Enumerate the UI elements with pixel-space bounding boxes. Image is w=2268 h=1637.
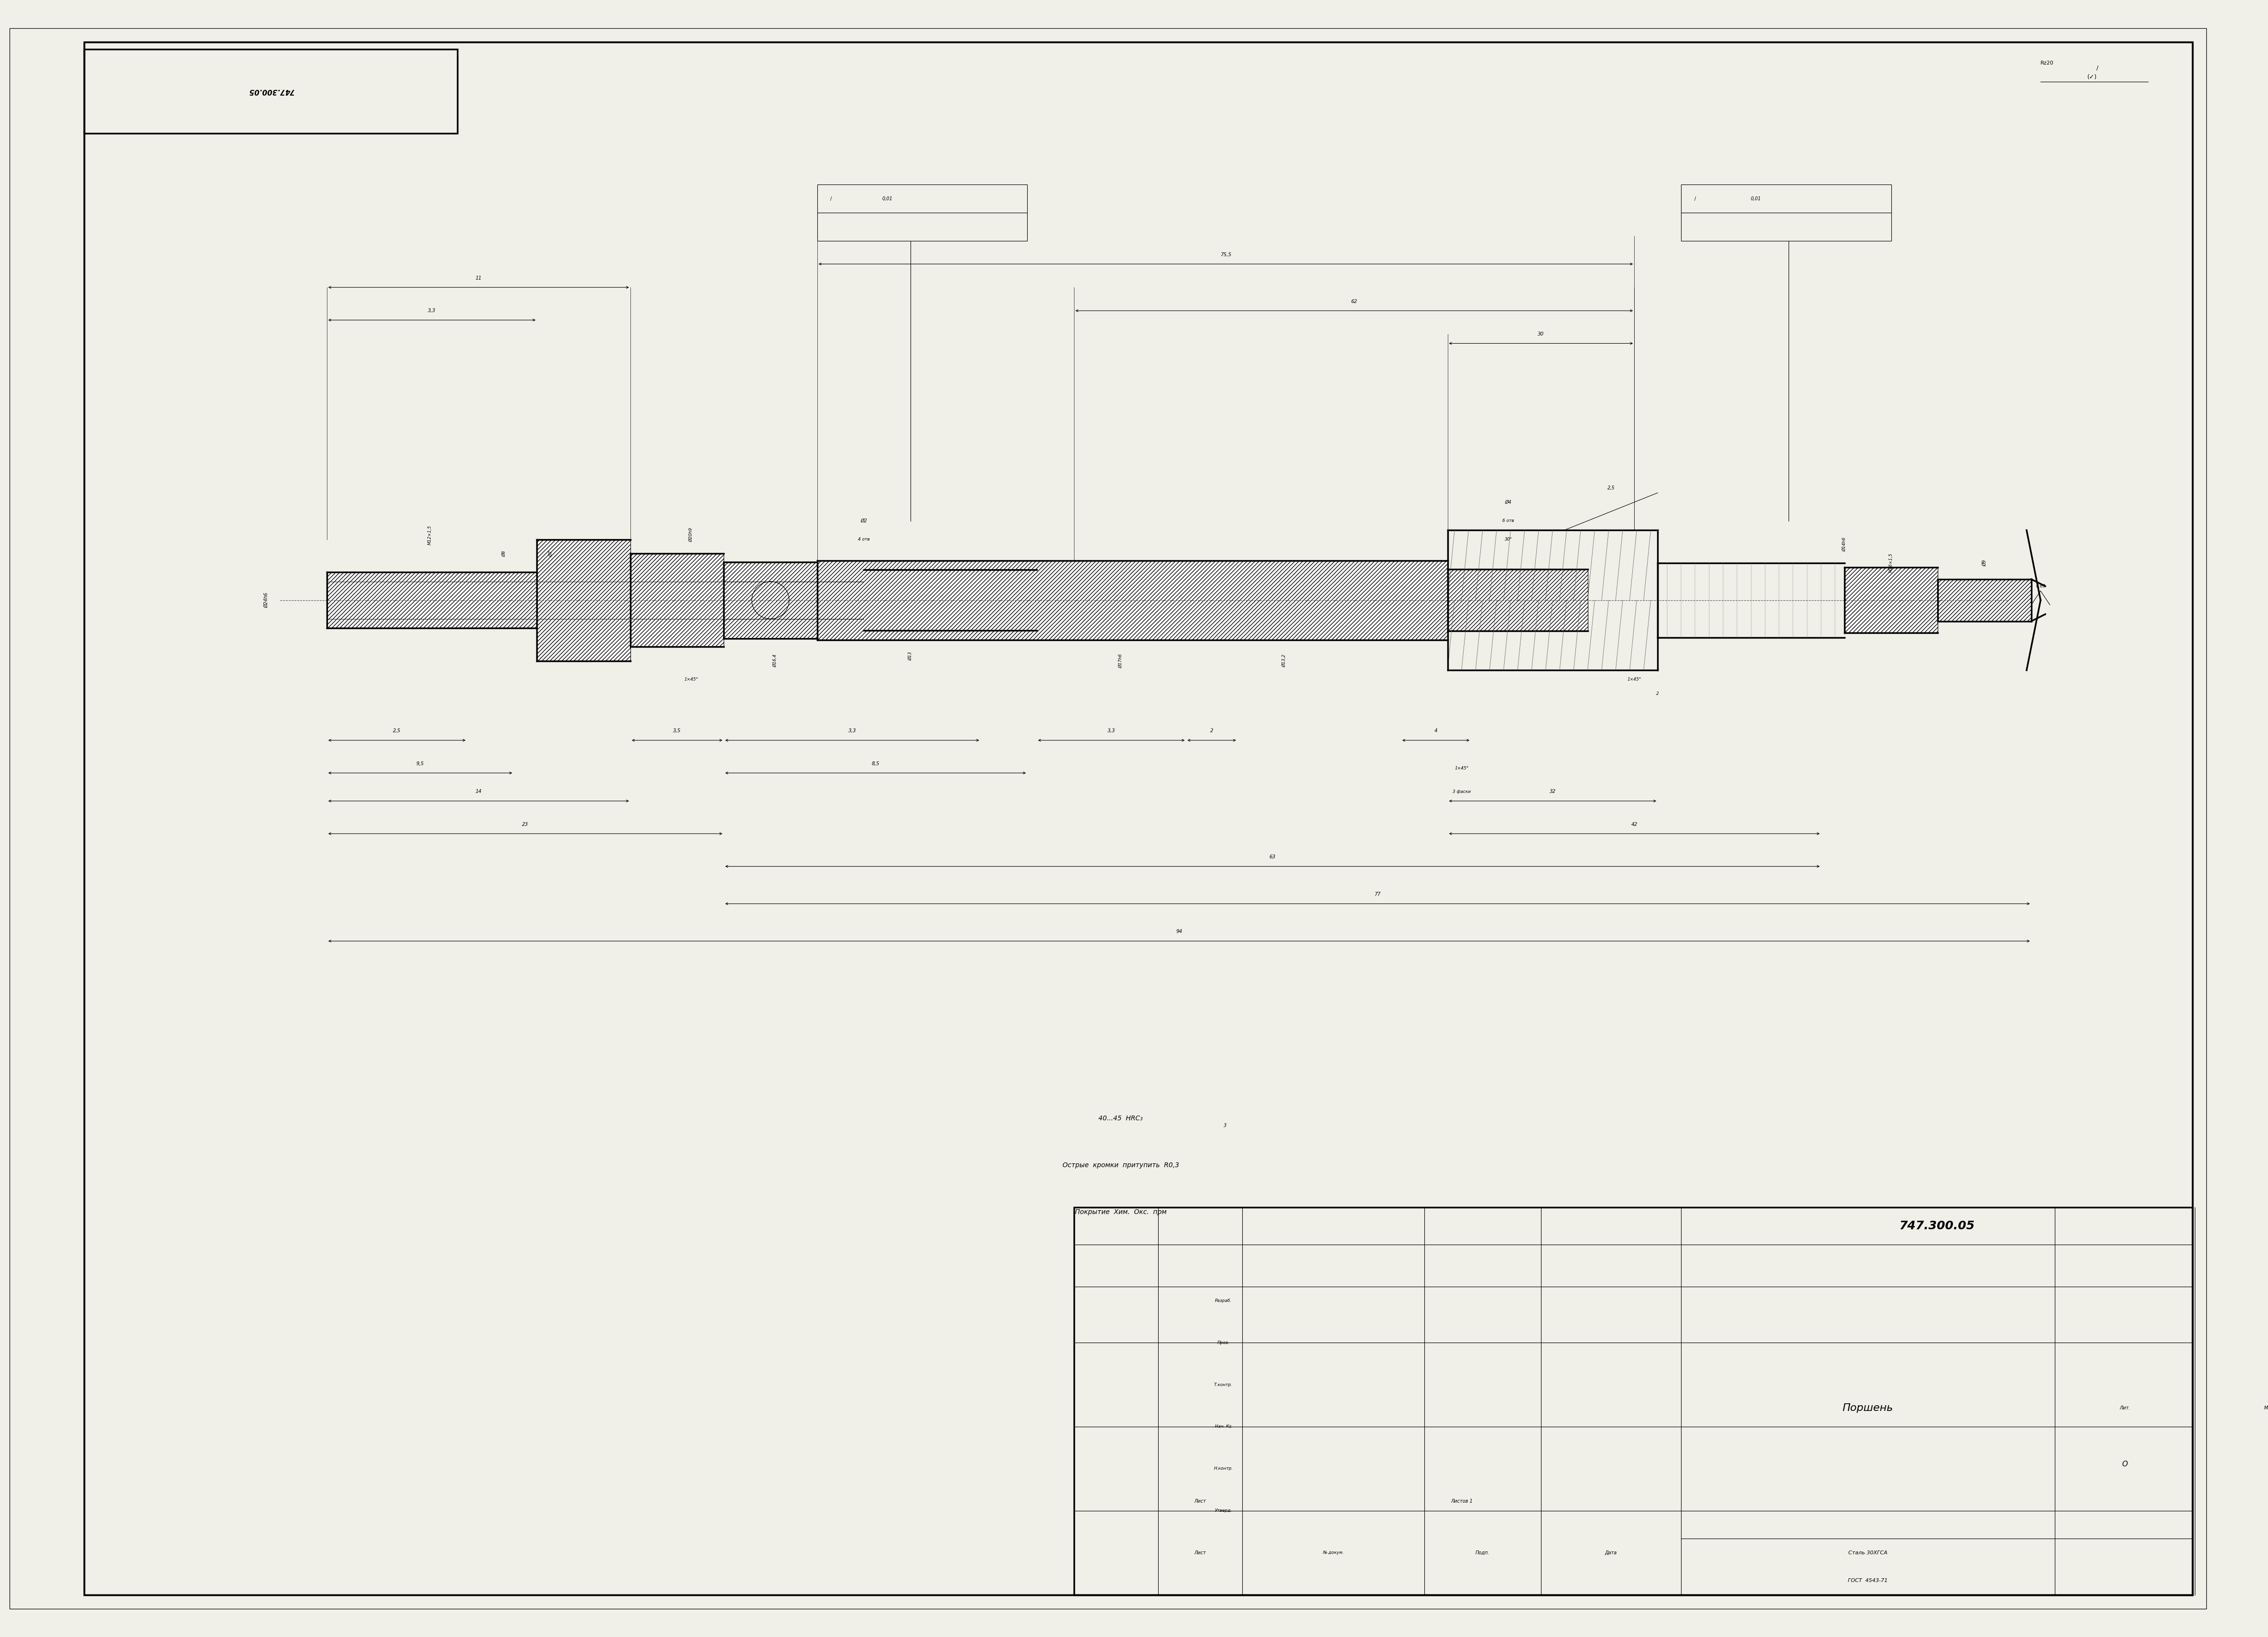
Bar [1844,568,1937,634]
Text: Пров.: Пров. [1218,1341,1229,1344]
Text: Т.контр.: Т.контр. [1213,1383,1234,1387]
Text: Поршень: Поршень [1842,1403,1894,1413]
Text: 23: 23 [522,822,528,827]
Text: 77: 77 [1374,892,1381,897]
Text: Листов 1: Листов 1 [1452,1499,1472,1504]
Text: 9,5: 9,5 [417,761,424,766]
Text: 14: 14 [476,789,481,794]
Text: Нач. Кs: Нач. Кs [1216,1424,1232,1429]
Text: Утверд.: Утверд. [1216,1509,1232,1513]
Text: 2,5: 2,5 [1608,486,1615,491]
Text: M12×1,5: M12×1,5 [426,525,431,545]
Text: 747.300.05: 747.300.05 [1898,1220,1975,1231]
Bar [631,553,723,647]
Text: 1×45°: 1×45° [685,678,699,681]
Text: Лит.: Лит. [2118,1406,2130,1411]
Text: Подп.: Подп. [1476,1550,1490,1555]
Text: 0,63: 0,63 [2037,584,2046,588]
Bar [84,49,458,133]
Text: 32: 32 [1549,789,1556,794]
Text: 0,01: 0,01 [882,196,891,201]
Text: 4 отв: 4 отв [857,537,869,542]
Bar [1937,579,2032,620]
Text: ГОСТ  4543-71: ГОСТ 4543-71 [1848,1578,1887,1583]
Text: O: O [2123,1460,2127,1468]
Text: 2: 2 [1656,691,1660,696]
Text: 6 отв: 6 отв [1501,519,1515,522]
Text: Ø13: Ø13 [909,652,912,661]
Text: 747.300.05: 747.300.05 [247,88,295,95]
Text: 8,5: 8,5 [871,761,880,766]
Text: 2: 2 [1211,728,1213,733]
Text: 3,3: 3,3 [429,308,435,313]
Text: 3,3: 3,3 [848,728,855,733]
Text: 3: 3 [1222,1123,1227,1128]
Text: Ø13,2: Ø13,2 [1281,655,1286,668]
Bar [327,573,538,629]
Text: Ø16,4: Ø16,4 [773,655,778,668]
Text: 30°: 30° [1504,537,1513,542]
Text: 11: 11 [476,275,481,280]
Text: № докум.: № докум. [1322,1550,1343,1555]
Text: 30: 30 [1538,332,1545,337]
Text: 3,3: 3,3 [1107,728,1116,733]
Bar [1447,570,1588,630]
Text: 1×45°: 1×45° [1454,766,1470,771]
Bar [723,561,816,638]
Text: Ø7: Ø7 [549,550,553,557]
Text: 3 фаски: 3 фаски [1452,789,1470,794]
Text: Н.контр.: Н.контр. [1213,1467,1234,1472]
Text: 3,5: 3,5 [674,728,680,733]
Text: Лист: Лист [1195,1550,1207,1555]
Bar [1075,1206,2193,1594]
Text: Ø24h6: Ø24h6 [263,593,268,607]
Text: 4: 4 [1433,728,1438,733]
Text: 75,5: 75,5 [1220,252,1232,257]
Text: Ø2: Ø2 [860,519,866,524]
Text: (✓): (✓) [2087,74,2098,80]
Bar [816,560,1447,640]
Text: Ø14h6: Ø14h6 [1842,537,1846,552]
Text: Разраб.: Разраб. [1216,1298,1232,1303]
Text: Ø9: Ø9 [1982,560,1987,566]
Text: Масштаб: Масштаб [2263,1406,2268,1411]
Text: 1×45°: 1×45° [1628,678,1642,681]
Text: 94: 94 [1175,930,1182,935]
Text: Сталь 30ХГСА: Сталь 30ХГСА [1848,1550,1887,1555]
Text: 63: 63 [1270,855,1275,859]
Text: Покрытие  Хим.  Окс.  прм: Покрытие Хим. Окс. прм [1075,1208,1166,1215]
Text: 40...45  HRC₃: 40...45 HRC₃ [1098,1115,1143,1121]
Text: Rz20: Rz20 [2041,61,2055,65]
Text: M16×1,5: M16×1,5 [1889,553,1894,573]
Text: 2,5: 2,5 [392,728,401,733]
Text: Острые  кромки  притупить  R0,3: Острые кромки притупить R0,3 [1061,1162,1179,1169]
Bar [816,185,1027,241]
Text: Ø4: Ø4 [1506,499,1510,504]
Bar [1681,185,1892,241]
Text: 42: 42 [1631,822,1637,827]
Text: 62: 62 [1352,300,1356,304]
Text: Ø17h6: Ø17h6 [1118,653,1123,668]
Text: Дата: Дата [1606,1550,1617,1555]
Text: Ø20h9: Ø20h9 [689,527,694,542]
Text: 0,01: 0,01 [1751,196,1760,201]
Text: Лист: Лист [1195,1499,1207,1504]
Text: Ø8: Ø8 [501,550,506,557]
Bar [538,540,631,661]
